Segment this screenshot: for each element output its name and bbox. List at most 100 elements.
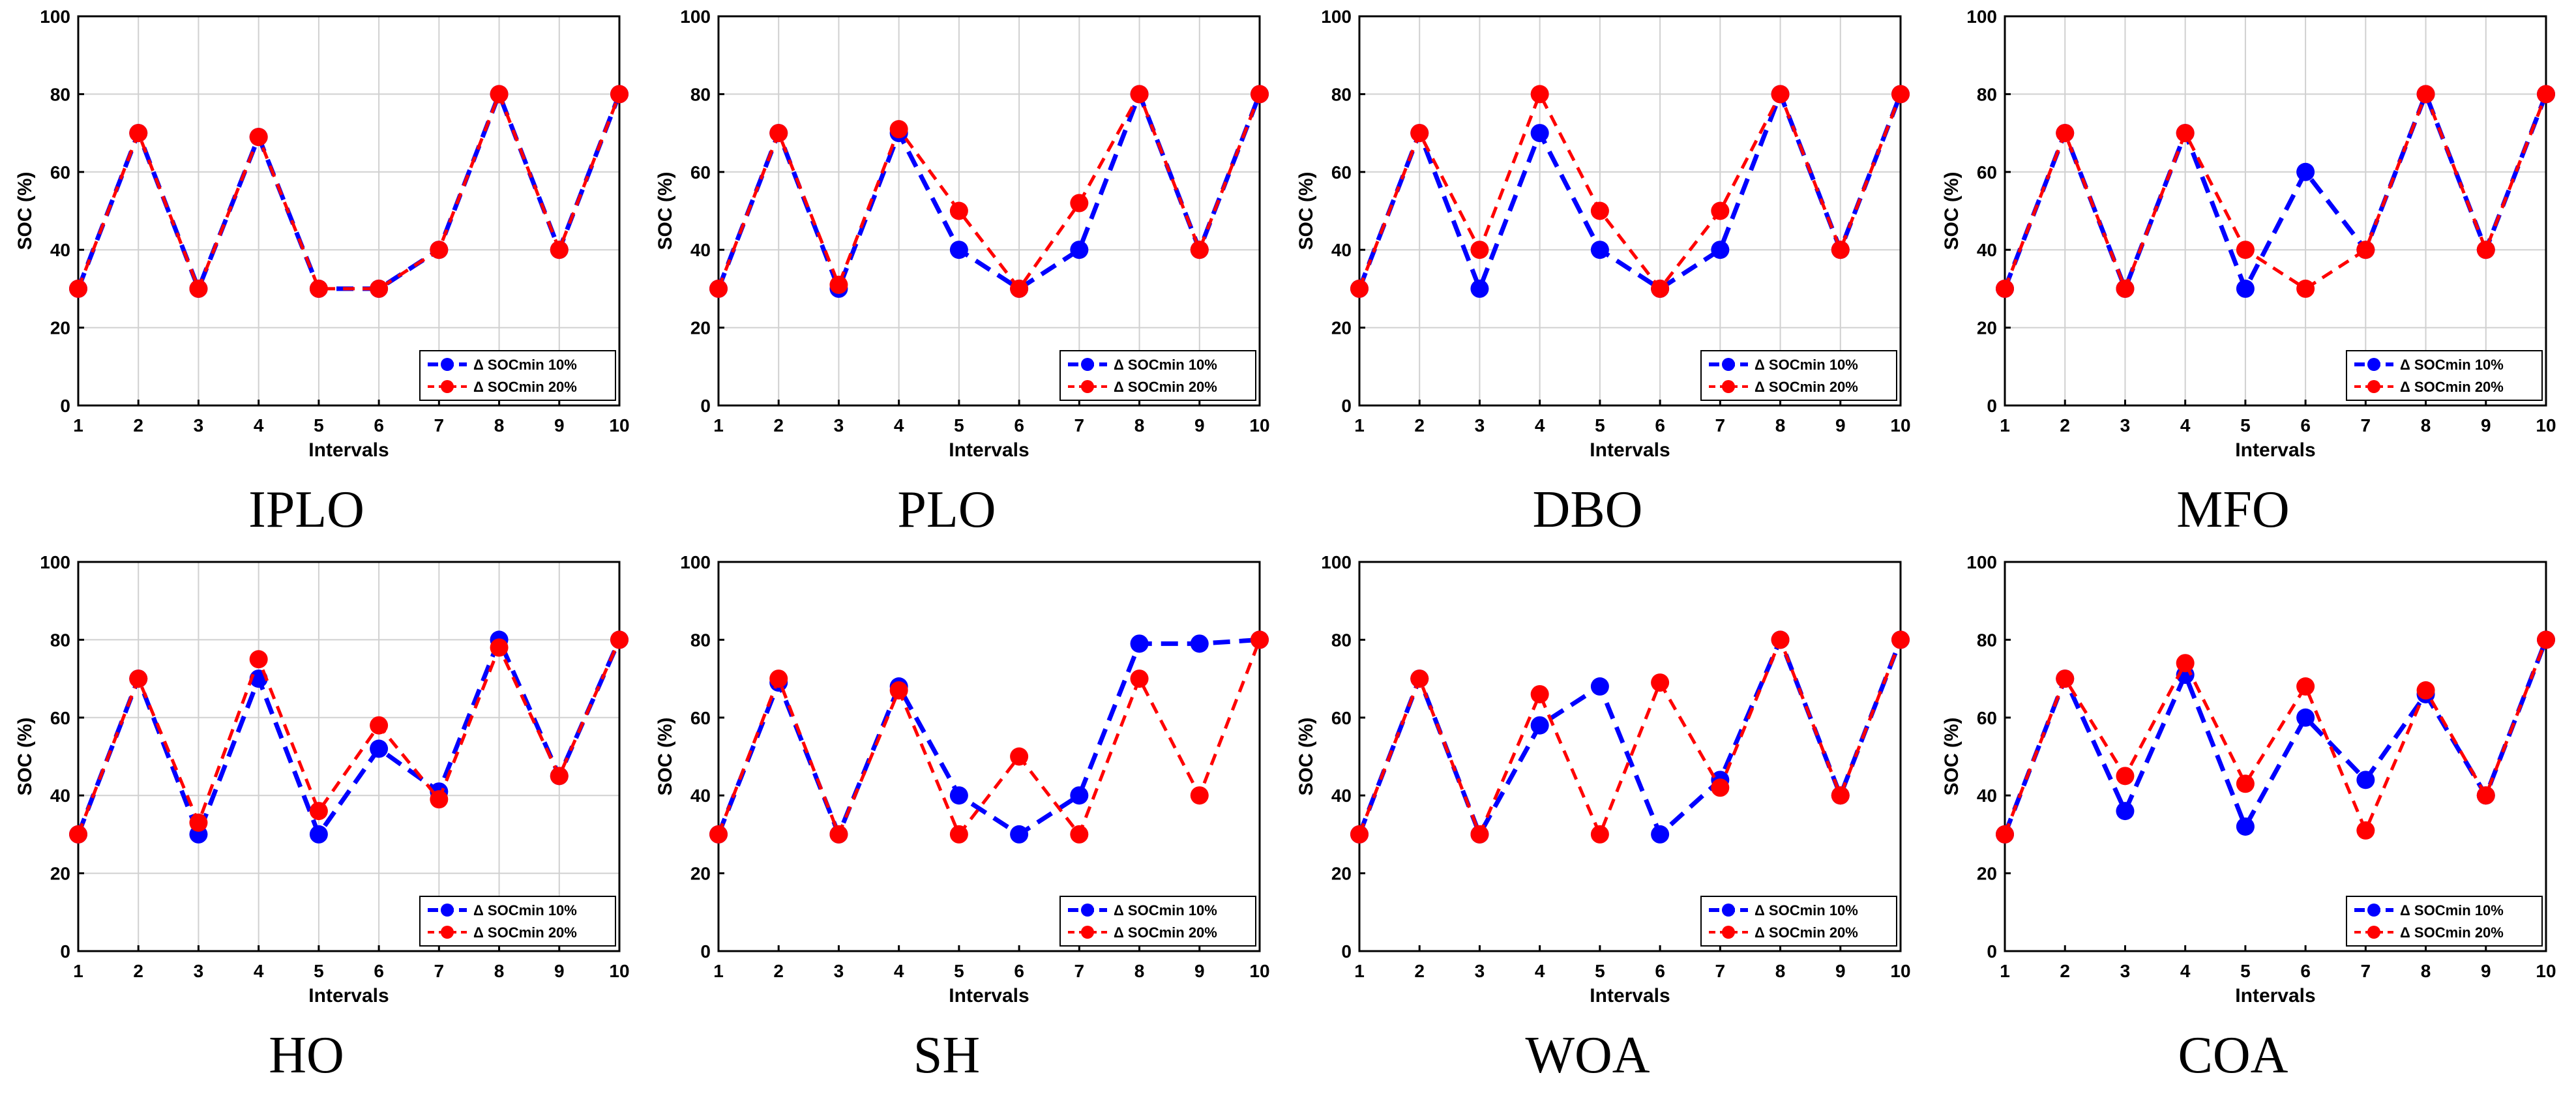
data-point-10 [2296,162,2315,181]
data-point-20 [1470,241,1489,259]
data-point-20 [2176,124,2195,143]
x-tick-label: 1 [73,415,83,435]
plot-area [1359,16,1901,405]
data-point-20 [1010,747,1029,766]
caption-mfo: MFO [2176,481,2290,538]
x-tick-label: 4 [1535,961,1545,981]
y-tick-label: 60 [690,708,711,728]
x-axis-label: Intervals [2235,985,2315,1007]
data-point-20 [249,128,268,147]
x-tick-label: 5 [954,961,964,981]
data-point-20 [1590,825,1609,844]
caption-sh: SH [913,1027,981,1084]
data-point-10 [1070,241,1089,259]
y-tick-label: 0 [1987,941,1997,962]
data-point-10 [2116,802,2135,821]
x-tick-label: 3 [194,961,204,981]
data-point-20 [889,120,908,139]
data-point-10 [1470,279,1489,298]
axes-box [717,15,1261,407]
y-tick-label: 40 [1977,240,1997,260]
x-tick-label: 8 [1134,961,1145,981]
legend-label-20: Δ SOCmin 20% [2400,924,2504,941]
data-point-20 [1831,786,1850,805]
y-tick-label: 0 [60,396,70,416]
x-axis-label: Intervals [308,439,389,461]
data-point-20 [1711,201,1730,220]
panel-woa: 0 20 40 60 80 100 1 2 3 4 5 6 7 8 9 10 Intervals SOC (%) Δ… [1288,552,1914,1103]
panel-dbo: 0 20 40 60 80 100 1 2 3 4 5 6 7 8 9 10 Intervals SOC (%) Δ… [1288,7,1914,557]
data-point-20 [2056,124,2075,143]
data-point-20 [1350,279,1369,298]
x-tick-label: 5 [314,415,324,435]
x-tick-label: 3 [2120,961,2131,981]
data-point-10 [1651,825,1670,844]
panel-coa: 0 20 40 60 80 100 1 2 3 4 5 6 7 8 9 10 Intervals SOC (%) Δ… [1933,552,2559,1103]
x-tick-label: 9 [1194,415,1205,435]
series-line-coa-10 [2002,639,2549,836]
data-point-10 [2356,771,2375,789]
x-axis-label: Intervals [308,985,389,1007]
data-point-10 [1530,716,1549,735]
data-point-20 [1070,194,1089,213]
y-axis-label: SOC (%) [14,172,36,250]
x-tick-label: 5 [1595,415,1605,435]
data-point-20 [1651,673,1670,692]
x-tick-label: 10 [1890,961,1910,981]
series-line-mfo-20 [2003,89,2548,293]
data-point-20 [2116,767,2135,786]
y-tick-label: 80 [1331,630,1352,650]
y-tick-label: 60 [1331,162,1352,183]
y-tick-label: 20 [50,864,70,884]
y-tick-label: 100 [1966,552,1997,572]
legend-label-10: Δ SOCmin 10% [473,357,577,373]
caption-woa: WOA [1525,1027,1650,1084]
x-axis-label: Intervals [949,985,1029,1007]
data-point-20 [1130,669,1149,688]
panel-ho: 0 20 40 60 80 100 1 2 3 4 5 6 7 8 9 10 Intervals SOC (%) Δ… [7,552,632,1103]
y-tick-label: 80 [50,630,70,650]
x-tick-label: 8 [494,415,505,435]
y-tick-label: 0 [700,396,711,416]
data-point-10 [2236,817,2255,836]
data-point-20 [189,813,208,832]
data-point-20 [2356,821,2375,840]
x-tick-label: 10 [609,961,629,981]
y-tick-label: 40 [1331,786,1352,806]
x-tick-label: 6 [374,415,384,435]
x-tick-label: 8 [2421,961,2431,981]
axes-box [2004,561,2547,952]
data-point-20 [430,790,449,809]
legend-label-10: Δ SOCmin 10% [1754,902,1858,919]
series-line-ho-10 [76,634,622,841]
data-point-20 [2476,786,2495,805]
x-tick-label: 4 [894,961,904,981]
chart-woa: 0 20 40 60 80 100 1 2 3 4 5 6 7 8 9 10 Intervals SOC (%) Δ… [1295,552,1911,1007]
data-point-20 [2116,279,2135,298]
x-tick-label: 7 [434,415,445,435]
caption-coa: COA [2178,1027,2288,1084]
data-point-20 [2236,774,2255,793]
data-point-20 [2236,241,2255,259]
data-point-20 [2416,681,2435,700]
legend-box [419,896,616,947]
x-tick-label: 9 [554,961,565,981]
y-tick-label: 80 [50,84,70,104]
y-tick-label: 60 [1977,708,1997,728]
legend-marker-10 [441,904,454,917]
data-point-20 [709,825,728,844]
y-tick-label: 40 [690,240,711,260]
y-tick-label: 0 [60,941,70,962]
data-point-20 [2296,677,2315,696]
legend-marker-10 [441,358,454,371]
data-point-20 [1651,279,1670,298]
data-point-10 [1711,241,1730,259]
x-tick-label: 9 [554,415,565,435]
data-point-20 [1996,279,2014,298]
x-tick-label: 3 [834,961,844,981]
x-tick-label: 2 [2060,415,2070,435]
data-point-20 [769,669,788,688]
data-point-20 [949,825,968,844]
legend-box [419,350,616,401]
y-axis-label: SOC (%) [1295,718,1317,796]
